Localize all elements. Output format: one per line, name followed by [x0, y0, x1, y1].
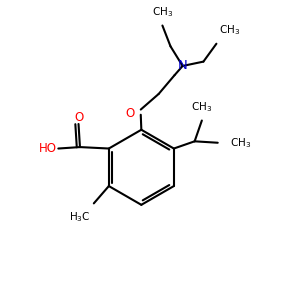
Text: H$_3$C: H$_3$C	[69, 211, 90, 224]
Text: N: N	[178, 59, 188, 72]
Text: O: O	[125, 107, 134, 120]
Text: CH$_3$: CH$_3$	[219, 23, 241, 37]
Text: O: O	[74, 111, 83, 124]
Text: CH$_3$: CH$_3$	[152, 5, 173, 19]
Text: CH$_3$: CH$_3$	[191, 100, 212, 114]
Text: CH$_3$: CH$_3$	[230, 136, 251, 150]
Text: HO: HO	[39, 142, 57, 155]
